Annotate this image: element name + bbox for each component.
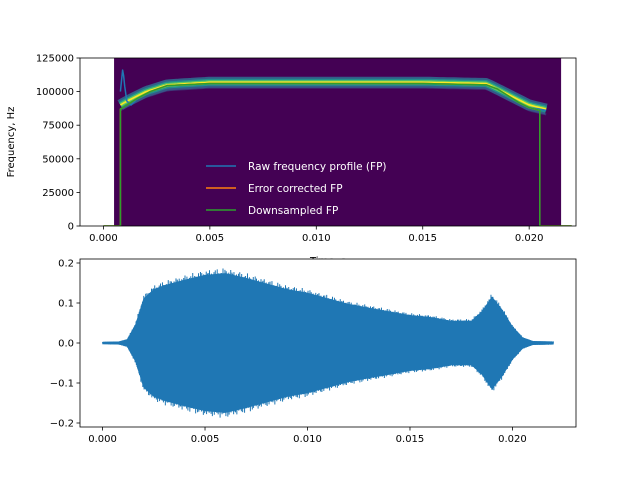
frequency-profile-lines — [103, 69, 572, 226]
waveform-envelope-0 — [102, 273, 554, 413]
legend-entry-error-corrected: Error corrected FP — [206, 183, 343, 195]
spectrogram-y-axis-label: Frequency, Hz — [6, 107, 17, 178]
x-tick-label: 0.015 — [408, 233, 437, 244]
waveform-panel: 0.000 0.005 0.010 0.015 0.020 −0.2 −0.1 0.0 0.1… — [50, 259, 577, 445]
waveform-lines — [102, 268, 554, 418]
spectrogram-y-ticks: 0 25000 50000 75000 100000 125000 — [36, 54, 80, 233]
x-tick-label: 0.020 — [515, 233, 544, 244]
x-tick-label: 0.005 — [196, 233, 225, 244]
y-tick-label: 75000 — [42, 121, 74, 132]
legend-entry-downsampled: Downsampled FP — [206, 205, 338, 217]
legend-label-downsampled: Downsampled FP — [248, 205, 338, 217]
y-tick-label: 0.0 — [58, 339, 74, 350]
legend-entry-raw: Raw frequency profile (FP) — [206, 161, 387, 173]
y-tick-label: −0.2 — [50, 419, 74, 430]
x-tick-label: 0.015 — [396, 434, 425, 445]
y-tick-label: 25000 — [42, 188, 74, 199]
x-tick-label: 0.020 — [498, 434, 527, 445]
y-tick-label: 125000 — [36, 54, 74, 65]
y-tick-label: 50000 — [42, 154, 74, 165]
spectrogram-ridge-haze — [119, 86, 547, 116]
spectrogram-ridge-core — [119, 81, 547, 110]
legend: Raw frequency profile (FP) Error correct… — [206, 161, 387, 217]
y-tick-label: 0.1 — [58, 299, 74, 310]
x-tick-label: 0.010 — [302, 233, 331, 244]
y-tick-label: −0.1 — [50, 379, 74, 390]
series-line-2 — [103, 82, 572, 226]
spectrogram-x-ticks: 0.000 0.005 0.010 0.015 0.020 — [89, 226, 543, 244]
legend-label-error-corrected: Error corrected FP — [248, 183, 343, 195]
spectrogram-image — [114, 58, 562, 226]
x-tick-label: 0.000 — [89, 233, 118, 244]
spectrogram-axes-frame — [79, 57, 577, 227]
legend-label-raw: Raw frequency profile (FP) — [248, 161, 387, 173]
waveform-x-ticks: 0.000 0.005 0.010 0.015 0.020 — [88, 427, 527, 445]
y-tick-label: 0.2 — [58, 259, 74, 270]
y-tick-label: 0 — [68, 222, 74, 233]
x-tick-label: 0.005 — [191, 434, 220, 445]
x-tick-label: 0.010 — [293, 434, 322, 445]
waveform-y-ticks: −0.2 −0.1 0.0 0.1 0.2 — [50, 259, 80, 430]
spectrogram-panel: 0.000 0.005 0.010 0.015 0.020 0 25000 50000 750… — [6, 54, 577, 267]
y-tick-label: 100000 — [36, 87, 74, 98]
x-tick-label: 0.000 — [88, 434, 117, 445]
